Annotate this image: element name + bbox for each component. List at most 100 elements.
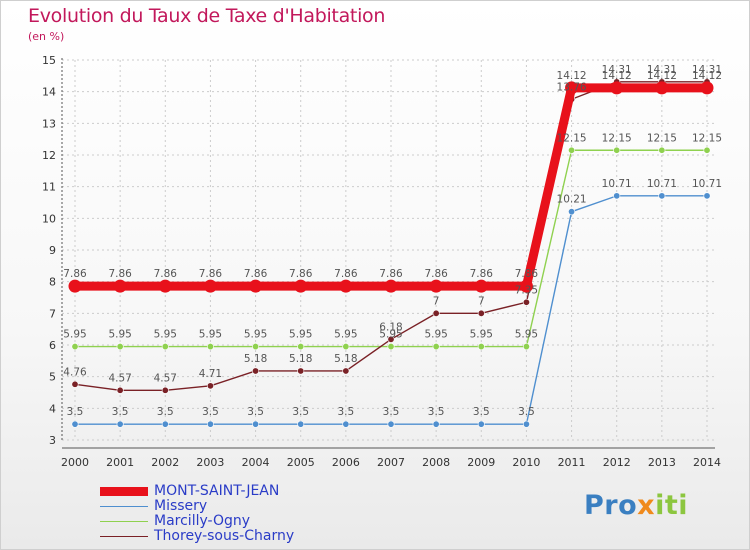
data-label: 5.95 — [244, 329, 267, 341]
data-point — [116, 386, 124, 394]
data-label: 7 — [433, 295, 440, 307]
data-label: 7.86 — [108, 268, 132, 280]
data-label: 12.15 — [647, 132, 677, 144]
legend-item: MONT-SAINT-JEAN — [100, 484, 294, 499]
y-tick-label: 7 — [49, 307, 56, 320]
y-tick-label: 10 — [42, 212, 56, 225]
data-point — [249, 279, 263, 293]
legend-label: MONT-SAINT-JEAN — [154, 483, 280, 499]
data-point — [703, 146, 711, 154]
data-point — [432, 420, 440, 428]
logo-part-x: x — [637, 490, 656, 521]
data-point — [71, 420, 79, 428]
data-label: 14.12 — [692, 70, 722, 82]
y-tick-label: 8 — [49, 276, 56, 289]
y-tick-label: 5 — [49, 371, 56, 384]
legend-label: Missery — [154, 498, 208, 514]
x-tick-label: 2012 — [603, 456, 631, 469]
data-label: 4.57 — [108, 372, 131, 384]
data-point — [342, 367, 350, 375]
y-tick-label: 9 — [49, 244, 56, 257]
data-point — [522, 343, 530, 351]
x-tick-label: 2002 — [151, 456, 179, 469]
legend-item: Marcilly-Ogny — [100, 514, 294, 529]
data-label: 14.31 — [647, 64, 677, 76]
data-label: 7.35 — [515, 284, 538, 296]
data-label: 4.76 — [63, 366, 87, 378]
data-point — [297, 367, 305, 375]
x-tick-label: 2000 — [61, 456, 89, 469]
data-label: 5.18 — [244, 353, 267, 365]
data-label: 7.86 — [63, 268, 87, 280]
data-point — [387, 343, 395, 351]
data-point — [387, 335, 395, 343]
data-point — [700, 81, 714, 95]
data-label: 4.71 — [199, 368, 222, 380]
data-label: 5.95 — [154, 329, 177, 341]
data-label: 5.18 — [334, 353, 357, 365]
data-point — [116, 420, 124, 428]
data-point — [206, 382, 214, 390]
x-tick-label: 2003 — [196, 456, 224, 469]
data-label: 13.76 — [557, 81, 587, 93]
legend-swatch — [100, 535, 148, 538]
data-point — [568, 146, 576, 154]
data-point — [522, 420, 530, 428]
y-tick-label: 12 — [42, 149, 56, 162]
data-point — [68, 279, 82, 293]
y-tick-label: 3 — [49, 434, 56, 447]
series-marcilly-ogny — [71, 146, 711, 351]
data-point — [432, 309, 440, 317]
data-point — [519, 279, 533, 293]
data-point — [477, 309, 485, 317]
data-point — [613, 146, 621, 154]
data-point — [387, 420, 395, 428]
data-point — [613, 192, 621, 200]
legend-label: Marcilly-Ogny — [154, 513, 251, 529]
data-point — [384, 279, 398, 293]
logo-part-iti: iti — [655, 490, 688, 521]
data-point — [655, 81, 669, 95]
data-point — [703, 192, 711, 200]
data-label: 5.95 — [470, 329, 493, 341]
data-label: 5.95 — [199, 329, 222, 341]
data-label: 14.12 — [602, 70, 632, 82]
legend-label: Thorey-sous-Charny — [154, 528, 295, 544]
x-tick-label: 2013 — [648, 456, 676, 469]
data-label: 7.86 — [470, 268, 494, 280]
data-label: 3.5 — [112, 406, 129, 418]
data-label: 12.15 — [557, 132, 587, 144]
x-tick-label: 2011 — [558, 456, 586, 469]
data-label: 3.5 — [473, 406, 490, 418]
data-label: 12.15 — [602, 132, 632, 144]
data-point — [658, 192, 666, 200]
data-point — [252, 343, 260, 351]
data-point — [116, 343, 124, 351]
data-point — [161, 420, 169, 428]
data-label: 7.86 — [379, 268, 403, 280]
data-point — [565, 81, 579, 95]
data-point — [342, 420, 350, 428]
data-label: 10.71 — [602, 178, 632, 190]
legend-swatch — [100, 505, 148, 508]
data-label: 7 — [478, 295, 485, 307]
data-label: 3.5 — [428, 406, 445, 418]
data-label: 14.12 — [557, 70, 587, 82]
data-point — [477, 343, 485, 351]
data-label: 3.5 — [247, 406, 264, 418]
y-tick-label: 6 — [49, 339, 56, 352]
logo-part-pro: Pro — [584, 490, 638, 521]
data-label: 3.5 — [292, 406, 309, 418]
x-tick-label: 2005 — [287, 456, 315, 469]
data-label: 6.18 — [379, 321, 402, 333]
legend-item: Thorey-sous-Charny — [100, 529, 294, 544]
data-label: 10.21 — [557, 194, 587, 206]
data-label: 5.95 — [334, 329, 357, 341]
data-label: 5.95 — [289, 329, 312, 341]
data-point — [161, 343, 169, 351]
data-point — [432, 343, 440, 351]
proxiti-logo: Proxiti — [584, 490, 688, 521]
data-point — [252, 420, 260, 428]
data-label: 7.86 — [244, 268, 268, 280]
